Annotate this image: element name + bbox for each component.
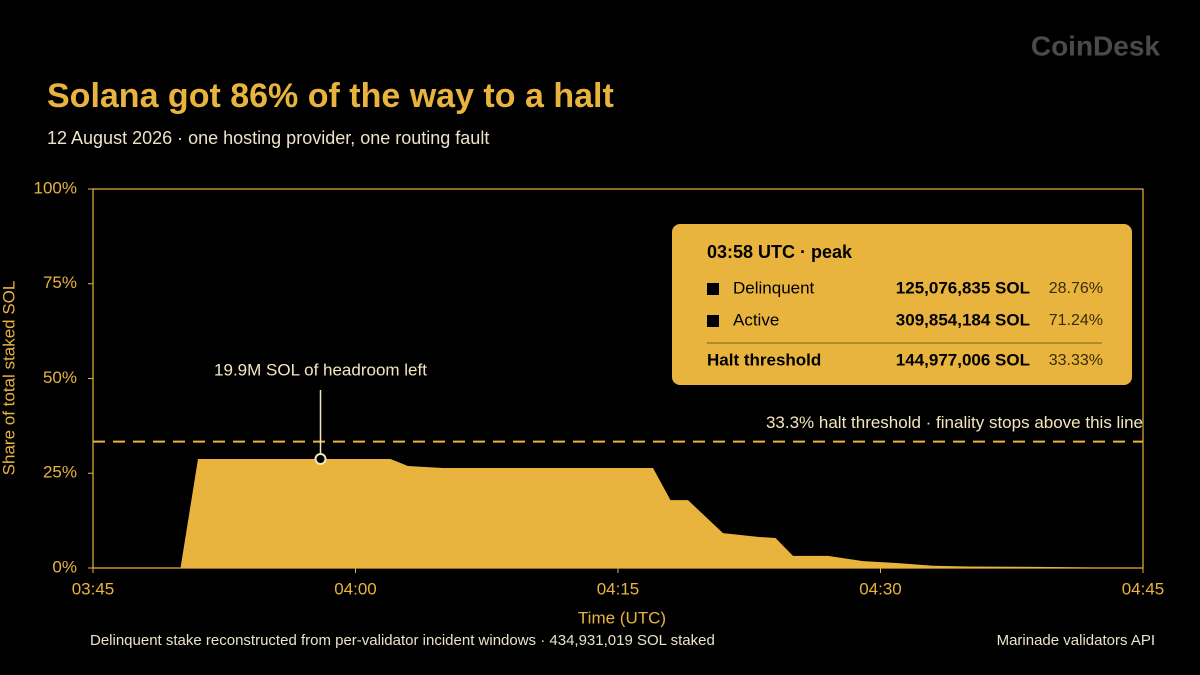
tooltip-label: Delinquent [733, 278, 815, 297]
y-tick-label: 25% [43, 463, 77, 482]
x-tick-label: 04:45 [1122, 579, 1165, 598]
tooltip-label: Active [733, 310, 779, 329]
x-tick-label: 04:15 [597, 579, 640, 598]
y-tick-label: 0% [52, 557, 77, 576]
footnote: Delinquent stake reconstructed from per-… [90, 632, 715, 649]
y-tick-label: 75% [43, 273, 77, 292]
tooltip-sol: 144,977,006 SOL [896, 350, 1030, 369]
area [93, 458, 1143, 568]
brand: CoinDesk [1031, 30, 1161, 61]
peak-marker [314, 452, 327, 465]
y-tick-label: 100% [34, 178, 77, 197]
tooltip-share: 71.24% [1049, 312, 1103, 329]
tooltip-sol: 125,076,835 SOL [896, 278, 1030, 297]
y-axis-label: Share of total staked SOL [0, 281, 18, 476]
x-tick-label: 03:45 [72, 579, 115, 598]
x-axis-label: Time (UTC) [578, 608, 666, 627]
tooltip-box [672, 224, 1132, 385]
x-tick-label: 04:30 [859, 579, 902, 598]
tooltip-sol: 309,854,184 SOL [896, 310, 1030, 329]
y-tick-label: 50% [43, 368, 77, 387]
tooltip-share: 33.33% [1049, 352, 1103, 369]
legend-swatch [707, 283, 719, 295]
tooltip-title: 03:58 UTC · peak [707, 242, 853, 262]
x-tick-label: 04:00 [334, 579, 377, 598]
annotation: 19.9M SOL of headroom left [214, 360, 427, 379]
legend-swatch [707, 315, 719, 327]
chart-title: Solana got 86% of the way to a halt [47, 77, 614, 115]
tooltip-label: Halt threshold [707, 350, 821, 369]
threshold-label: 33.3% halt threshold · finality stops ab… [766, 413, 1143, 432]
source: Marinade validators API [997, 632, 1155, 649]
tooltip-share: 28.76% [1049, 280, 1103, 297]
subtitle: 12 August 2026 · one hosting provider, o… [47, 128, 489, 148]
